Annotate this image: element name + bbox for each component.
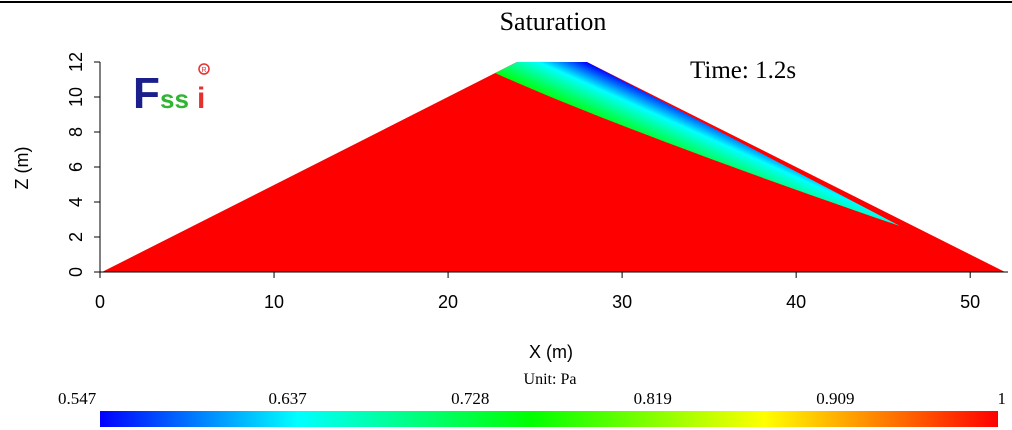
x-tick-label: 30 <box>612 292 632 312</box>
x-tick-label: 40 <box>786 292 806 312</box>
saturation-field <box>102 62 1005 272</box>
y-tick-label: 8 <box>66 127 86 137</box>
x-tick-label: 10 <box>264 292 284 312</box>
y-tick-label: 10 <box>66 87 86 107</box>
y-tick-label: 6 <box>66 162 86 172</box>
colorbar <box>100 411 998 427</box>
x-tick-label: 50 <box>960 292 980 312</box>
colorbar-tick-label: 0.637 <box>268 389 307 408</box>
registered-mark-letter: R <box>201 67 206 74</box>
colorbar-tick-label: 1 <box>998 389 1007 408</box>
colorbar-tick-label: 0.819 <box>634 389 672 408</box>
fssi-logo: F ss i R <box>133 63 210 118</box>
y-tick-label: 0 <box>66 267 86 277</box>
time-annotation: Time: 1.2s <box>690 57 796 84</box>
x-tick-label: 20 <box>438 292 458 312</box>
logo-letter-f: F <box>133 69 160 118</box>
chart-title: Saturation <box>500 7 607 36</box>
x-tick-label: 0 <box>95 292 105 312</box>
colorbar-tick-label: 0.547 <box>58 389 97 408</box>
y-tick-label: 2 <box>66 232 86 242</box>
registered-mark-icon <box>198 63 210 75</box>
logo-letters-ss: ss <box>160 84 189 114</box>
colorbar-ticks: 0.547 0.637 0.728 0.819 0.909 1 <box>58 389 1006 408</box>
y-tick-label: 4 <box>66 197 86 207</box>
field-seepage-zone <box>495 62 900 226</box>
colorbar-tick-label: 0.728 <box>451 389 489 408</box>
logo-letter-i: i <box>197 82 205 115</box>
colorbar-tick-label: 0.909 <box>816 389 854 408</box>
colorbar-unit: Unit: Pa <box>524 371 577 388</box>
axes: 0 10 20 30 40 50 0 2 4 6 8 10 12 <box>66 52 1008 312</box>
y-tick-label: 12 <box>66 52 86 72</box>
y-axis-label: Z (m) <box>12 147 32 190</box>
x-axis-label: X (m) <box>529 342 573 362</box>
